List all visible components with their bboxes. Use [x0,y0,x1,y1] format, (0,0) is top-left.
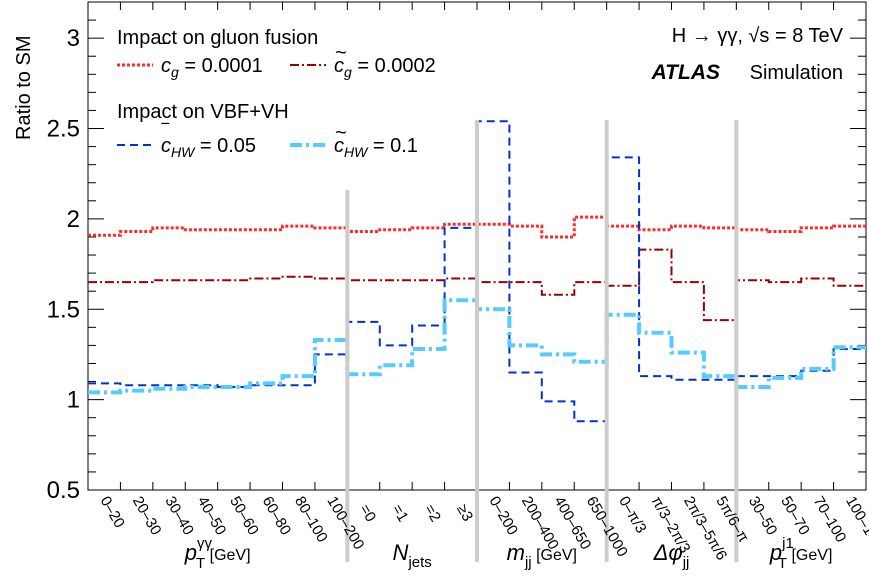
legend-entry-label: cg = 0.0002 [334,55,436,80]
legend: Impact on gluon fusion Impact on VBF+VH … [117,27,436,160]
legend-header-vbf: Impact on VBF+VH [117,101,289,123]
annotation: H → γγ, √s = 8 TeV ATLAS Simulation [651,25,844,84]
x-bin-label: 50–60 [226,494,262,539]
y-tick-label: 1 [67,387,80,414]
x-bin-label: 40–50 [194,494,230,539]
legend-entry-label: cHW = 0.05 [161,135,256,160]
group-label: pγγ T [GeV] [184,535,251,572]
x-bin-label: 0–20 [97,494,128,531]
x-bin-label: 60–80 [259,494,295,539]
group-label: pj1 T [GeV] [769,535,832,572]
x-bin-label: 0–π/3 [615,494,649,537]
series-line-1 [88,248,866,322]
process-label: H → γγ, √s = 8 TeV [672,25,844,47]
separator-layer [345,120,739,562]
y-tick-label: 2.5 [47,116,80,143]
group-label: mjj [GeV] [507,540,577,571]
group-label: Njets [393,540,432,571]
x-bin-label: 20–30 [129,494,165,539]
x-bin-label: 30–40 [161,494,197,539]
y-tick-label: 1.5 [47,296,80,323]
legend-entry-label: cg = 0.0001 [161,55,263,80]
y-axis-label: Ratio to SM [13,36,35,140]
y-tick-label: 2 [67,206,80,233]
y-tick-label: 3 [67,25,80,52]
x-bin-label: =2 [421,502,444,525]
legend-accent: ‾ [161,42,170,64]
legend-accent: ‾ [161,122,170,144]
x-bin-label: 100–140 [842,494,869,553]
x-bin-label: 0–200 [486,494,522,539]
group-label: Δφjj [653,540,690,571]
legend-accent: ~ [335,42,347,64]
simulation-label: Simulation [750,62,843,84]
x-bin-label: 50–70 [777,494,813,539]
legend-entry-label: cHW = 0.1 [334,135,418,160]
atlas-label: ATLAS [651,61,720,84]
x-bin-label: =1 [388,502,411,525]
x-bin-label: =0 [356,502,379,525]
y-tick-label: 0.5 [47,477,80,504]
legend-accent: ~ [335,122,347,144]
x-bin-label: ≥3 [453,502,476,525]
legend-header-gluon: Impact on gluon fusion [117,27,318,49]
